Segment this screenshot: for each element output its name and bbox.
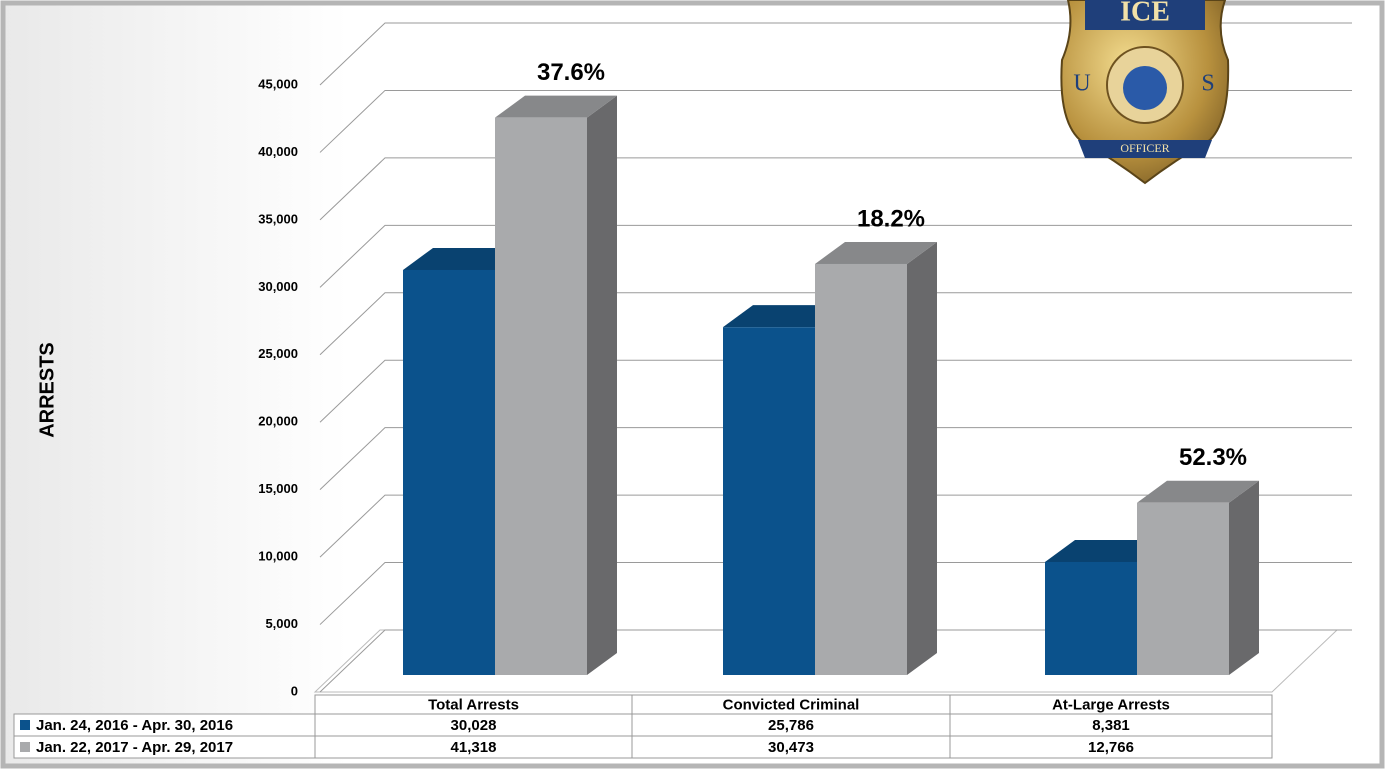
- grid-line: [319, 157, 1352, 221]
- y-tick-label: 20,000: [258, 414, 298, 429]
- grid-line: [319, 562, 1352, 625]
- badge-ribbon: [1078, 140, 1212, 158]
- bar-top: [403, 247, 525, 270]
- y-tick-label: 45,000: [258, 76, 298, 91]
- bar-top: [723, 305, 845, 328]
- bar: [495, 95, 617, 676]
- badge-text: S: [1201, 71, 1214, 97]
- badge-seal-center: [1123, 66, 1167, 110]
- bar: [815, 241, 937, 675]
- bar-top: [1137, 480, 1259, 503]
- y-tick-label: 15,000: [258, 481, 298, 496]
- data-table: Total Arrests 30,028 41,318 Convicted Crimi…: [13, 694, 1273, 759]
- legend-label: Jan. 24, 2016 - Apr. 30, 2016: [36, 717, 233, 734]
- change-label: 52.3%: [1179, 444, 1247, 471]
- value-label: 12,766: [1088, 739, 1134, 756]
- bar-front: [815, 263, 907, 675]
- grid-line: [319, 494, 1352, 558]
- legend-label: Jan. 22, 2017 - Apr. 29, 2017: [36, 739, 233, 756]
- y-tick-label: 40,000: [258, 144, 298, 159]
- bar-front: [495, 117, 587, 676]
- x-tick-label: Total Arrests: [428, 696, 519, 713]
- value-label: 41,318: [451, 739, 497, 756]
- x-tick-label: At-Large Arrests: [1052, 696, 1170, 713]
- y-tick-label: 5,000: [265, 616, 298, 631]
- grid-line: [319, 629, 1352, 693]
- grid-line: [319, 292, 1352, 356]
- badge: ICE U S OFFICER: [1060, 0, 1230, 185]
- bar-front: [723, 327, 815, 675]
- bar-front: [1137, 502, 1229, 675]
- y-tick-label: 30,000: [258, 279, 298, 294]
- bar-side: [587, 95, 617, 676]
- value-label: 8,381: [1092, 717, 1130, 734]
- bar-top: [495, 95, 617, 118]
- value-label: 30,473: [768, 739, 814, 756]
- grid-line: [319, 224, 1352, 288]
- bar-side: [1229, 480, 1259, 675]
- legend-swatch: [20, 742, 30, 752]
- badge-text: OFFICER: [1120, 141, 1169, 155]
- bar: [1137, 480, 1259, 675]
- bar-front: [1045, 561, 1137, 675]
- grid-line: [319, 89, 1352, 153]
- y-tick-label: 25,000: [258, 346, 298, 361]
- bar-top: [1045, 539, 1167, 562]
- bar-top: [815, 241, 937, 264]
- bars: 37.6% 18.2% 52.3%: [403, 59, 1259, 676]
- x-tick-label: Convicted Criminal: [723, 696, 860, 713]
- change-label: 37.6%: [537, 59, 605, 86]
- grid-line: [319, 22, 1352, 86]
- value-label: 30,028: [451, 717, 497, 734]
- badge-text: ICE: [1120, 0, 1170, 27]
- bar-side: [907, 241, 937, 675]
- grid-line: [319, 359, 1352, 423]
- value-label: 25,786: [768, 717, 814, 734]
- y-tick-label: 35,000: [258, 211, 298, 226]
- bar-front: [403, 269, 495, 675]
- badge-text: U: [1073, 71, 1090, 97]
- y-tick-label: 0: [291, 683, 298, 698]
- y-axis-label: ARRESTS: [36, 342, 58, 438]
- grid-line: [319, 427, 1352, 491]
- legend-swatch: [20, 720, 30, 730]
- y-tick-label: 10,000: [258, 549, 298, 564]
- badge-banner: [1085, 0, 1205, 30]
- change-label: 18.2%: [857, 205, 925, 232]
